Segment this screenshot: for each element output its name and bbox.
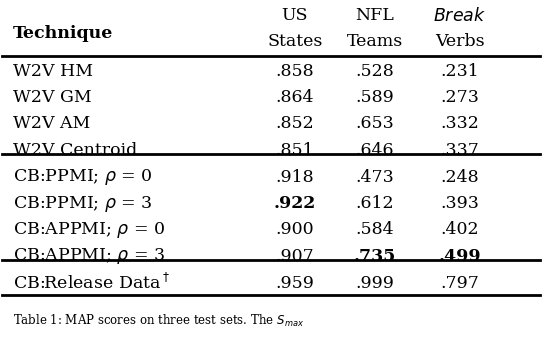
Text: Table 1: MAP scores on three test sets. The $S_{max}$: Table 1: MAP scores on three test sets. … [13, 313, 304, 329]
Text: .473: .473 [356, 169, 394, 185]
Text: .402: .402 [441, 222, 479, 238]
Text: .646: .646 [356, 142, 394, 159]
Text: .852: .852 [276, 116, 314, 132]
Text: .999: .999 [356, 275, 394, 291]
Text: Teams: Teams [347, 33, 403, 51]
Text: CB:Release Data$^\dagger$: CB:Release Data$^\dagger$ [13, 273, 170, 293]
Text: .959: .959 [276, 275, 314, 291]
Text: .332: .332 [441, 116, 479, 132]
Text: .918: .918 [276, 169, 314, 185]
Text: .273: .273 [441, 89, 479, 106]
Text: .248: .248 [441, 169, 479, 185]
Text: .900: .900 [276, 222, 314, 238]
Text: .337: .337 [441, 142, 479, 159]
Text: States: States [267, 33, 323, 51]
Text: .858: .858 [276, 63, 314, 79]
Text: $\mathit{Break}$: $\mathit{Break}$ [434, 7, 486, 25]
Text: US: US [282, 8, 308, 24]
Text: .922: .922 [274, 195, 316, 212]
Text: W2V HM: W2V HM [13, 63, 93, 79]
Text: .735: .735 [354, 248, 396, 265]
Text: .907: .907 [276, 248, 314, 265]
Text: W2V AM: W2V AM [13, 116, 90, 132]
Text: .589: .589 [356, 89, 394, 106]
Text: .797: .797 [441, 275, 479, 291]
Text: .612: .612 [356, 195, 394, 212]
Text: W2V Centroid: W2V Centroid [13, 142, 137, 159]
Text: .584: .584 [356, 222, 394, 238]
Text: .499: .499 [438, 248, 481, 265]
Text: CB:APPMI; $\rho$ = 3: CB:APPMI; $\rho$ = 3 [13, 247, 165, 267]
Text: CB:APPMI; $\rho$ = 0: CB:APPMI; $\rho$ = 0 [13, 220, 165, 240]
Text: .393: .393 [441, 195, 479, 212]
Text: Technique: Technique [13, 24, 113, 42]
Text: .231: .231 [441, 63, 479, 79]
Text: CB:PPMI; $\rho$ = 0: CB:PPMI; $\rho$ = 0 [13, 167, 153, 187]
Text: W2V GM: W2V GM [13, 89, 92, 106]
Text: .528: .528 [356, 63, 394, 79]
Text: .851: .851 [276, 142, 314, 159]
Text: NFL: NFL [356, 8, 394, 24]
Text: .864: .864 [276, 89, 314, 106]
Text: Verbs: Verbs [435, 33, 485, 51]
Text: CB:PPMI; $\rho$ = 3: CB:PPMI; $\rho$ = 3 [13, 194, 153, 214]
Text: .653: .653 [356, 116, 394, 132]
